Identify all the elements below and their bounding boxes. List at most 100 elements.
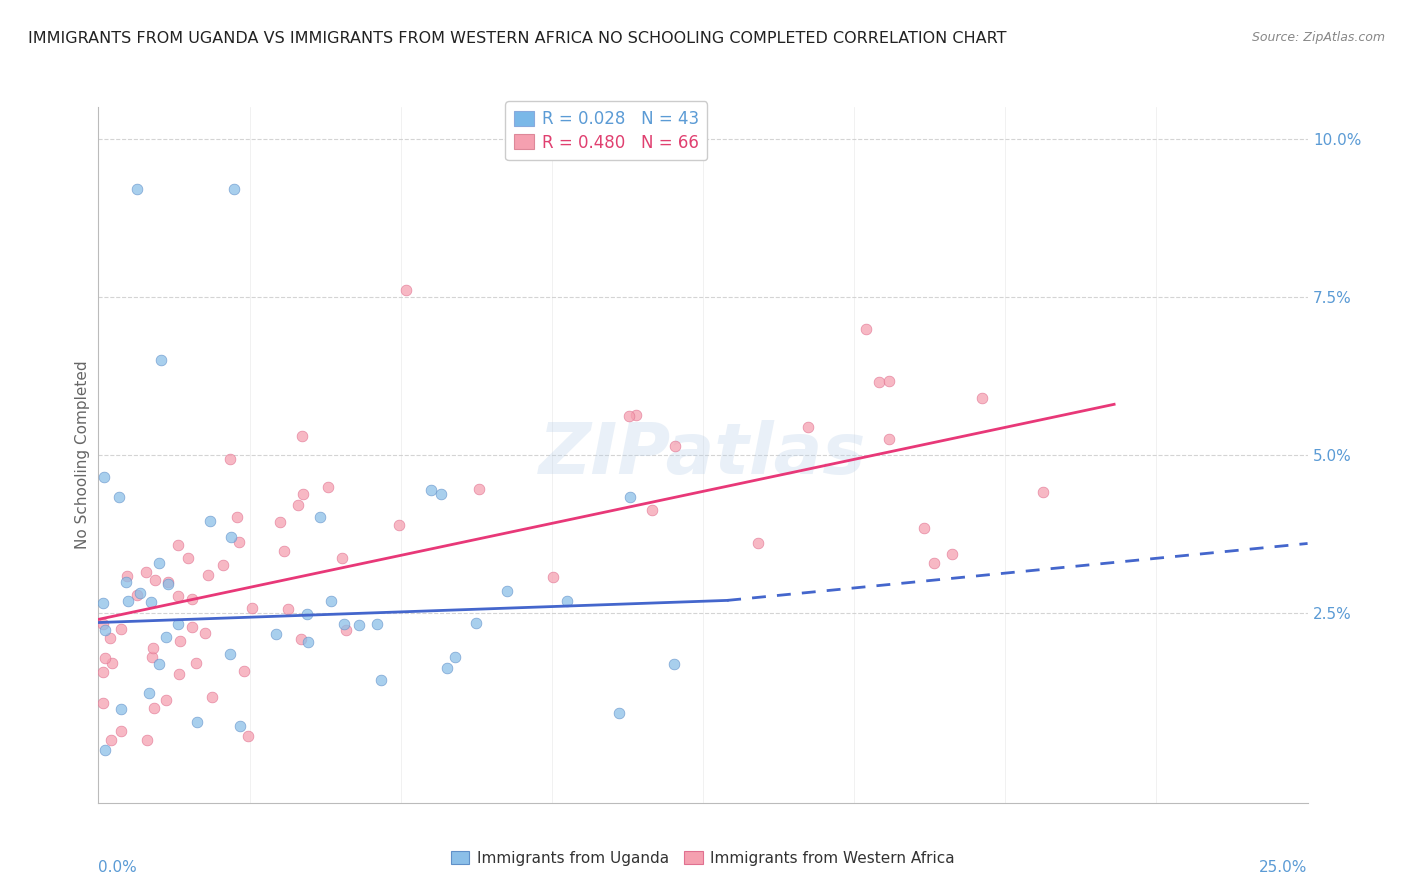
Point xyxy=(297,634,319,648)
Point xyxy=(93,650,115,665)
Point xyxy=(436,660,458,674)
Point xyxy=(166,538,188,552)
Point xyxy=(877,374,900,388)
Point xyxy=(619,490,641,504)
Point xyxy=(321,594,343,608)
Point xyxy=(1032,485,1054,500)
Point xyxy=(125,588,148,602)
Point xyxy=(664,439,686,453)
Point xyxy=(98,631,121,645)
Point xyxy=(444,650,467,665)
Point xyxy=(924,556,946,570)
Point xyxy=(796,419,818,434)
Point xyxy=(309,509,332,524)
Point xyxy=(177,551,200,566)
Point xyxy=(110,623,132,637)
Point xyxy=(240,601,263,615)
Point xyxy=(641,503,664,517)
Point xyxy=(747,536,769,550)
Point xyxy=(148,556,170,570)
Point xyxy=(115,569,138,583)
Point xyxy=(157,574,180,589)
Point xyxy=(200,514,222,528)
Point xyxy=(557,594,579,608)
Text: IMMIGRANTS FROM UGANDA VS IMMIGRANTS FROM WESTERN AFRICA NO SCHOOLING COMPLETED : IMMIGRANTS FROM UGANDA VS IMMIGRANTS FRO… xyxy=(28,31,1007,46)
Point xyxy=(136,732,159,747)
Point xyxy=(607,706,630,720)
Point xyxy=(117,594,139,608)
Point xyxy=(186,715,208,730)
Point xyxy=(155,630,177,644)
Point xyxy=(335,623,357,637)
Text: 0.0%: 0.0% xyxy=(98,860,138,875)
Point xyxy=(218,452,240,467)
Point xyxy=(626,409,648,423)
Point xyxy=(142,641,165,656)
Point xyxy=(143,701,166,715)
Point xyxy=(912,521,935,535)
Text: 25.0%: 25.0% xyxy=(1260,860,1308,875)
Point xyxy=(127,182,149,196)
Point xyxy=(186,656,208,670)
Point xyxy=(110,702,132,716)
Point xyxy=(419,483,441,498)
Point xyxy=(94,742,117,756)
Point xyxy=(141,650,163,665)
Point xyxy=(150,353,173,368)
Point xyxy=(238,729,260,743)
Point xyxy=(464,615,486,630)
Point xyxy=(197,567,219,582)
Point xyxy=(291,428,314,442)
Point xyxy=(229,719,252,733)
Point xyxy=(219,648,242,662)
Point xyxy=(100,732,122,747)
Point xyxy=(94,624,117,638)
Point xyxy=(167,616,190,631)
Point xyxy=(222,182,245,196)
Point xyxy=(148,657,170,671)
Point xyxy=(291,487,314,501)
Point xyxy=(287,498,309,512)
Point xyxy=(181,620,204,634)
Point xyxy=(366,616,388,631)
Point xyxy=(388,518,411,533)
Point xyxy=(868,375,890,389)
Point xyxy=(101,657,124,671)
Point xyxy=(91,665,114,680)
Point xyxy=(167,589,190,603)
Point xyxy=(108,491,131,505)
Point xyxy=(877,433,900,447)
Point xyxy=(169,666,191,681)
Point xyxy=(194,626,217,640)
Text: ZIPatlas: ZIPatlas xyxy=(540,420,866,490)
Point xyxy=(91,617,114,632)
Point xyxy=(114,574,136,589)
Point xyxy=(541,570,564,584)
Point xyxy=(91,596,114,610)
Point xyxy=(297,607,319,622)
Point xyxy=(93,697,115,711)
Point xyxy=(495,584,517,599)
Point xyxy=(129,586,152,600)
Point xyxy=(169,634,191,648)
Point xyxy=(273,544,295,558)
Point xyxy=(941,547,963,561)
Point xyxy=(269,515,291,529)
Point xyxy=(233,664,256,678)
Point xyxy=(110,724,132,739)
Point xyxy=(226,510,249,524)
Point xyxy=(228,534,250,549)
Point xyxy=(219,530,242,544)
Point xyxy=(212,558,235,572)
Point xyxy=(155,692,177,706)
Point xyxy=(139,594,162,608)
Point xyxy=(972,391,994,405)
Legend: Immigrants from Uganda, Immigrants from Western Africa: Immigrants from Uganda, Immigrants from … xyxy=(444,845,962,871)
Point xyxy=(318,480,340,494)
Point xyxy=(93,470,115,484)
Point xyxy=(156,577,179,591)
Point xyxy=(370,673,392,687)
Point xyxy=(201,690,224,704)
Point xyxy=(468,482,491,496)
Point xyxy=(277,602,299,616)
